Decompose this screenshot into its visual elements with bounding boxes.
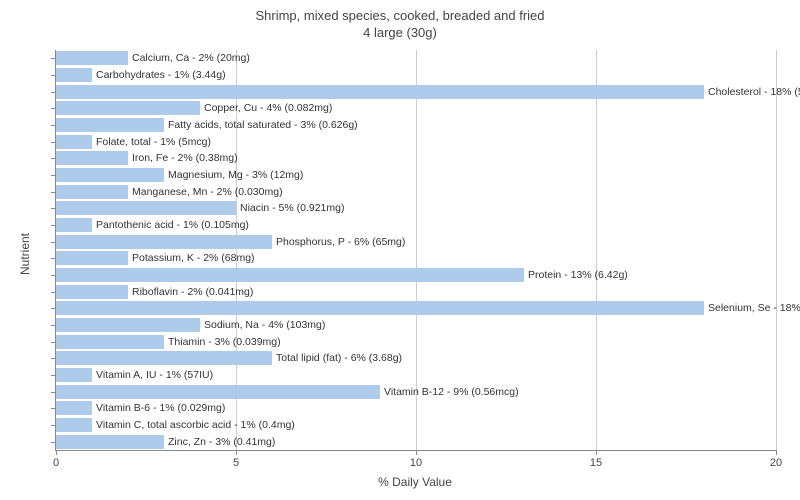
y-tick (51, 142, 56, 143)
y-tick (51, 242, 56, 243)
bar-label: Vitamin B-12 - 9% (0.56mcg) (380, 385, 519, 399)
bar-label: Potassium, K - 2% (68mg) (128, 251, 255, 265)
y-tick (51, 175, 56, 176)
bar-label: Niacin - 5% (0.921mg) (236, 201, 344, 215)
bar (56, 68, 92, 82)
bar-label: Vitamin C, total ascorbic acid - 1% (0.4… (92, 418, 295, 432)
bar-label: Iron, Fe - 2% (0.38mg) (128, 151, 238, 165)
bar (56, 301, 704, 315)
bar-label: Pantothenic acid - 1% (0.105mg) (92, 218, 249, 232)
bar-label: Phosphorus, P - 6% (65mg) (272, 235, 405, 249)
bar-label: Manganese, Mn - 2% (0.030mg) (128, 185, 283, 199)
title-line-2: 4 large (30g) (363, 25, 437, 40)
bar-label: Fatty acids, total saturated - 3% (0.626… (164, 118, 358, 132)
x-tick-label: 15 (590, 457, 602, 469)
bar (56, 185, 128, 199)
x-tick-label: 0 (53, 457, 59, 469)
bar (56, 418, 92, 432)
bar (56, 285, 128, 299)
chart-title: Shrimp, mixed species, cooked, breaded a… (0, 0, 800, 42)
y-tick (51, 292, 56, 293)
y-tick (51, 192, 56, 193)
bar (56, 151, 128, 165)
y-axis-title: Nutrient (18, 233, 32, 275)
bar (56, 351, 272, 365)
y-tick (51, 442, 56, 443)
bar (56, 218, 92, 232)
x-tick-label: 10 (410, 457, 422, 469)
bar (56, 235, 272, 249)
bar (56, 118, 164, 132)
x-tick (596, 450, 597, 455)
bar-label: Vitamin B-6 - 1% (0.029mg) (92, 401, 225, 415)
bar (56, 385, 380, 399)
bar (56, 368, 92, 382)
y-tick (51, 408, 56, 409)
bar (56, 168, 164, 182)
y-tick (51, 58, 56, 59)
plot-area: 05101520Calcium, Ca - 2% (20mg)Carbohydr… (55, 50, 776, 451)
bar-label: Total lipid (fat) - 6% (3.68g) (272, 351, 402, 365)
x-tick (56, 450, 57, 455)
x-tick-label: 5 (233, 457, 239, 469)
x-axis-title: % Daily Value (378, 475, 452, 489)
bar-label: Folate, total - 1% (5mcg) (92, 135, 211, 149)
y-tick (51, 308, 56, 309)
bar-label: Selenium, Se - 18% (12.5mcg) (704, 301, 800, 315)
bar (56, 335, 164, 349)
y-tick (51, 375, 56, 376)
nutrient-chart: Shrimp, mixed species, cooked, breaded a… (0, 0, 800, 500)
y-tick (51, 392, 56, 393)
bar (56, 51, 128, 65)
y-tick (51, 325, 56, 326)
y-tick (51, 225, 56, 226)
y-tick (51, 158, 56, 159)
y-tick (51, 358, 56, 359)
bar (56, 201, 236, 215)
bar-label: Vitamin A, IU - 1% (57IU) (92, 368, 213, 382)
y-tick (51, 425, 56, 426)
x-tick (776, 450, 777, 455)
bar-label: Calcium, Ca - 2% (20mg) (128, 51, 250, 65)
bar (56, 135, 92, 149)
bar (56, 318, 200, 332)
x-tick (236, 450, 237, 455)
bar (56, 85, 704, 99)
x-tick-label: 20 (770, 457, 782, 469)
y-tick (51, 342, 56, 343)
y-tick (51, 75, 56, 76)
bar-label: Zinc, Zn - 3% (0.41mg) (164, 435, 275, 449)
bar (56, 268, 524, 282)
bar-label: Copper, Cu - 4% (0.082mg) (200, 101, 332, 115)
gridline (596, 50, 597, 450)
y-tick (51, 208, 56, 209)
bar (56, 401, 92, 415)
bar (56, 435, 164, 449)
bar-label: Magnesium, Mg - 3% (12mg) (164, 168, 303, 182)
x-tick (416, 450, 417, 455)
y-tick (51, 92, 56, 93)
bar-label: Thiamin - 3% (0.039mg) (164, 335, 281, 349)
y-tick (51, 108, 56, 109)
bar (56, 251, 128, 265)
y-tick (51, 258, 56, 259)
title-line-1: Shrimp, mixed species, cooked, breaded a… (255, 8, 544, 23)
bar (56, 101, 200, 115)
bar-label: Riboflavin - 2% (0.041mg) (128, 285, 253, 299)
bar-label: Carbohydrates - 1% (3.44g) (92, 68, 226, 82)
y-tick (51, 125, 56, 126)
bar-label: Protein - 13% (6.42g) (524, 268, 628, 282)
y-tick (51, 275, 56, 276)
gridline (776, 50, 777, 450)
bar-label: Sodium, Na - 4% (103mg) (200, 318, 325, 332)
bar-label: Cholesterol - 18% (53mg) (704, 85, 800, 99)
